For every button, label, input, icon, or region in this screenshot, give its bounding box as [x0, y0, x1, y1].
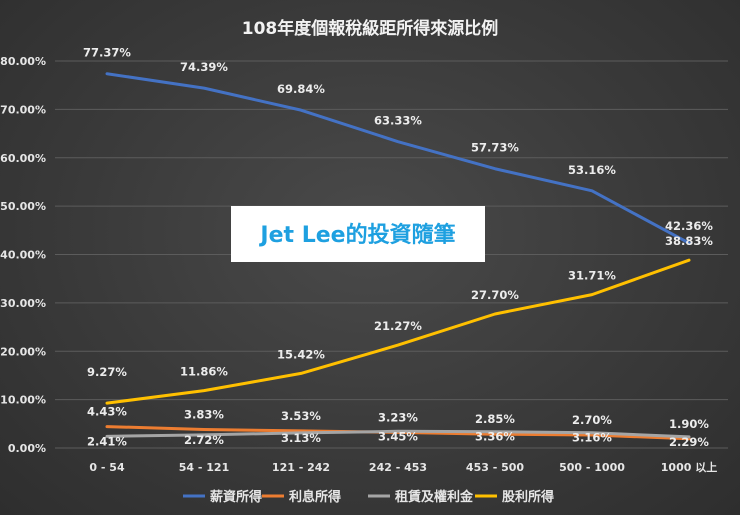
data-point — [396, 140, 400, 143]
x-tick-label: 242 - 453 — [369, 461, 427, 474]
data-point — [687, 241, 691, 245]
data-point — [396, 430, 400, 433]
data-point — [493, 430, 497, 433]
y-tick-label: 0.00% — [8, 442, 46, 455]
legend-label: 薪資所得 — [210, 489, 262, 505]
data-label: 3.16% — [572, 431, 612, 445]
data-point — [299, 431, 303, 435]
data-label: 2.41% — [87, 434, 127, 448]
series-lines — [105, 72, 691, 441]
y-tick-label: 50.00% — [0, 200, 46, 213]
watermark-text: Jet Lee的投資隨筆 — [258, 222, 455, 248]
legend: 薪資所得 利息所得 租賃及權利金 股利所得 — [183, 489, 554, 505]
y-tick-label: 70.00% — [0, 103, 46, 116]
data-point — [299, 372, 303, 375]
data-label: 42.36% — [665, 219, 713, 233]
data-point — [493, 433, 497, 436]
data-point — [202, 433, 206, 437]
x-tick-label: 500 - 1000 — [559, 461, 625, 474]
data-label: 38.83% — [665, 234, 713, 248]
data-point — [687, 435, 691, 439]
data-label: 53.16% — [568, 163, 616, 177]
data-labels: 77.37% 74.39% 69.84% 63.33% 57.73% 53.16% 42.3… — [83, 46, 713, 449]
data-label: 3.53% — [281, 409, 321, 423]
data-label: 3.83% — [184, 407, 224, 421]
legend-label: 股利所得 — [502, 489, 554, 505]
x-axis-ticks: 0 - 54 54 - 121 121 - 242 242 - 453 453 - 50… — [89, 460, 717, 474]
data-point — [396, 343, 400, 347]
data-label: 63.33% — [374, 114, 422, 128]
data-label: 27.70% — [471, 288, 519, 302]
legend-label: 租賃及權利金 — [395, 489, 474, 505]
data-label: 2.29% — [669, 435, 709, 449]
data-point — [202, 389, 206, 392]
y-axis-ticks: 0.00% 10.00% 20.00% 30.00% 40.00% 50.00% 60.00… — [0, 55, 46, 455]
data-point — [687, 258, 691, 262]
data-point — [493, 167, 497, 170]
data-label: 69.84% — [277, 82, 325, 96]
data-point — [202, 428, 206, 431]
chart-title: 108年度個報稅級距所得來源比例 — [242, 18, 499, 39]
y-tick-label: 80.00% — [0, 55, 46, 68]
data-label: 4.43% — [87, 405, 127, 419]
legend-label: 利息所得 — [289, 489, 341, 505]
data-point — [105, 435, 109, 438]
x-tick-label: 121 - 242 — [272, 461, 330, 474]
y-tick-label: 40.00% — [0, 249, 46, 262]
data-label: 3.23% — [378, 410, 418, 424]
data-label: 3.45% — [378, 429, 418, 443]
data-label: 3.36% — [475, 430, 515, 444]
data-point — [202, 86, 206, 90]
data-label: 74.39% — [180, 60, 228, 74]
watermark-box — [231, 206, 485, 262]
data-point — [590, 431, 594, 434]
data-label: 57.73% — [471, 141, 519, 155]
data-label: 15.42% — [277, 347, 325, 361]
data-point — [590, 433, 594, 437]
data-label: 77.37% — [83, 46, 131, 60]
data-point — [105, 401, 109, 405]
watermark: Jet Lee的投資隨筆 — [231, 206, 485, 262]
data-label: 2.72% — [184, 433, 224, 447]
y-tick-label: 10.00% — [0, 394, 46, 407]
data-label: 2.70% — [572, 413, 612, 427]
data-label: 2.85% — [475, 412, 515, 426]
x-tick-label: 453 - 500 — [466, 461, 524, 474]
data-label: 1.90% — [669, 417, 709, 431]
x-tick-label: 0 - 54 — [89, 461, 125, 474]
data-point — [299, 108, 303, 112]
data-label: 9.27% — [87, 365, 127, 379]
y-tick-label: 60.00% — [0, 152, 46, 165]
data-point — [105, 72, 109, 75]
x-tick-label: 54 - 121 — [179, 461, 230, 474]
data-point — [493, 312, 497, 316]
data-label: 11.86% — [180, 365, 228, 379]
y-tick-label: 20.00% — [0, 345, 46, 358]
data-point — [105, 425, 109, 428]
data-label: 21.27% — [374, 319, 422, 333]
data-label: 3.13% — [281, 431, 321, 445]
data-point — [590, 189, 594, 193]
data-label: 31.71% — [568, 269, 616, 283]
x-tick-label: 1000 以上 — [661, 460, 717, 474]
y-tick-label: 30.00% — [0, 297, 46, 310]
data-point — [590, 293, 594, 296]
